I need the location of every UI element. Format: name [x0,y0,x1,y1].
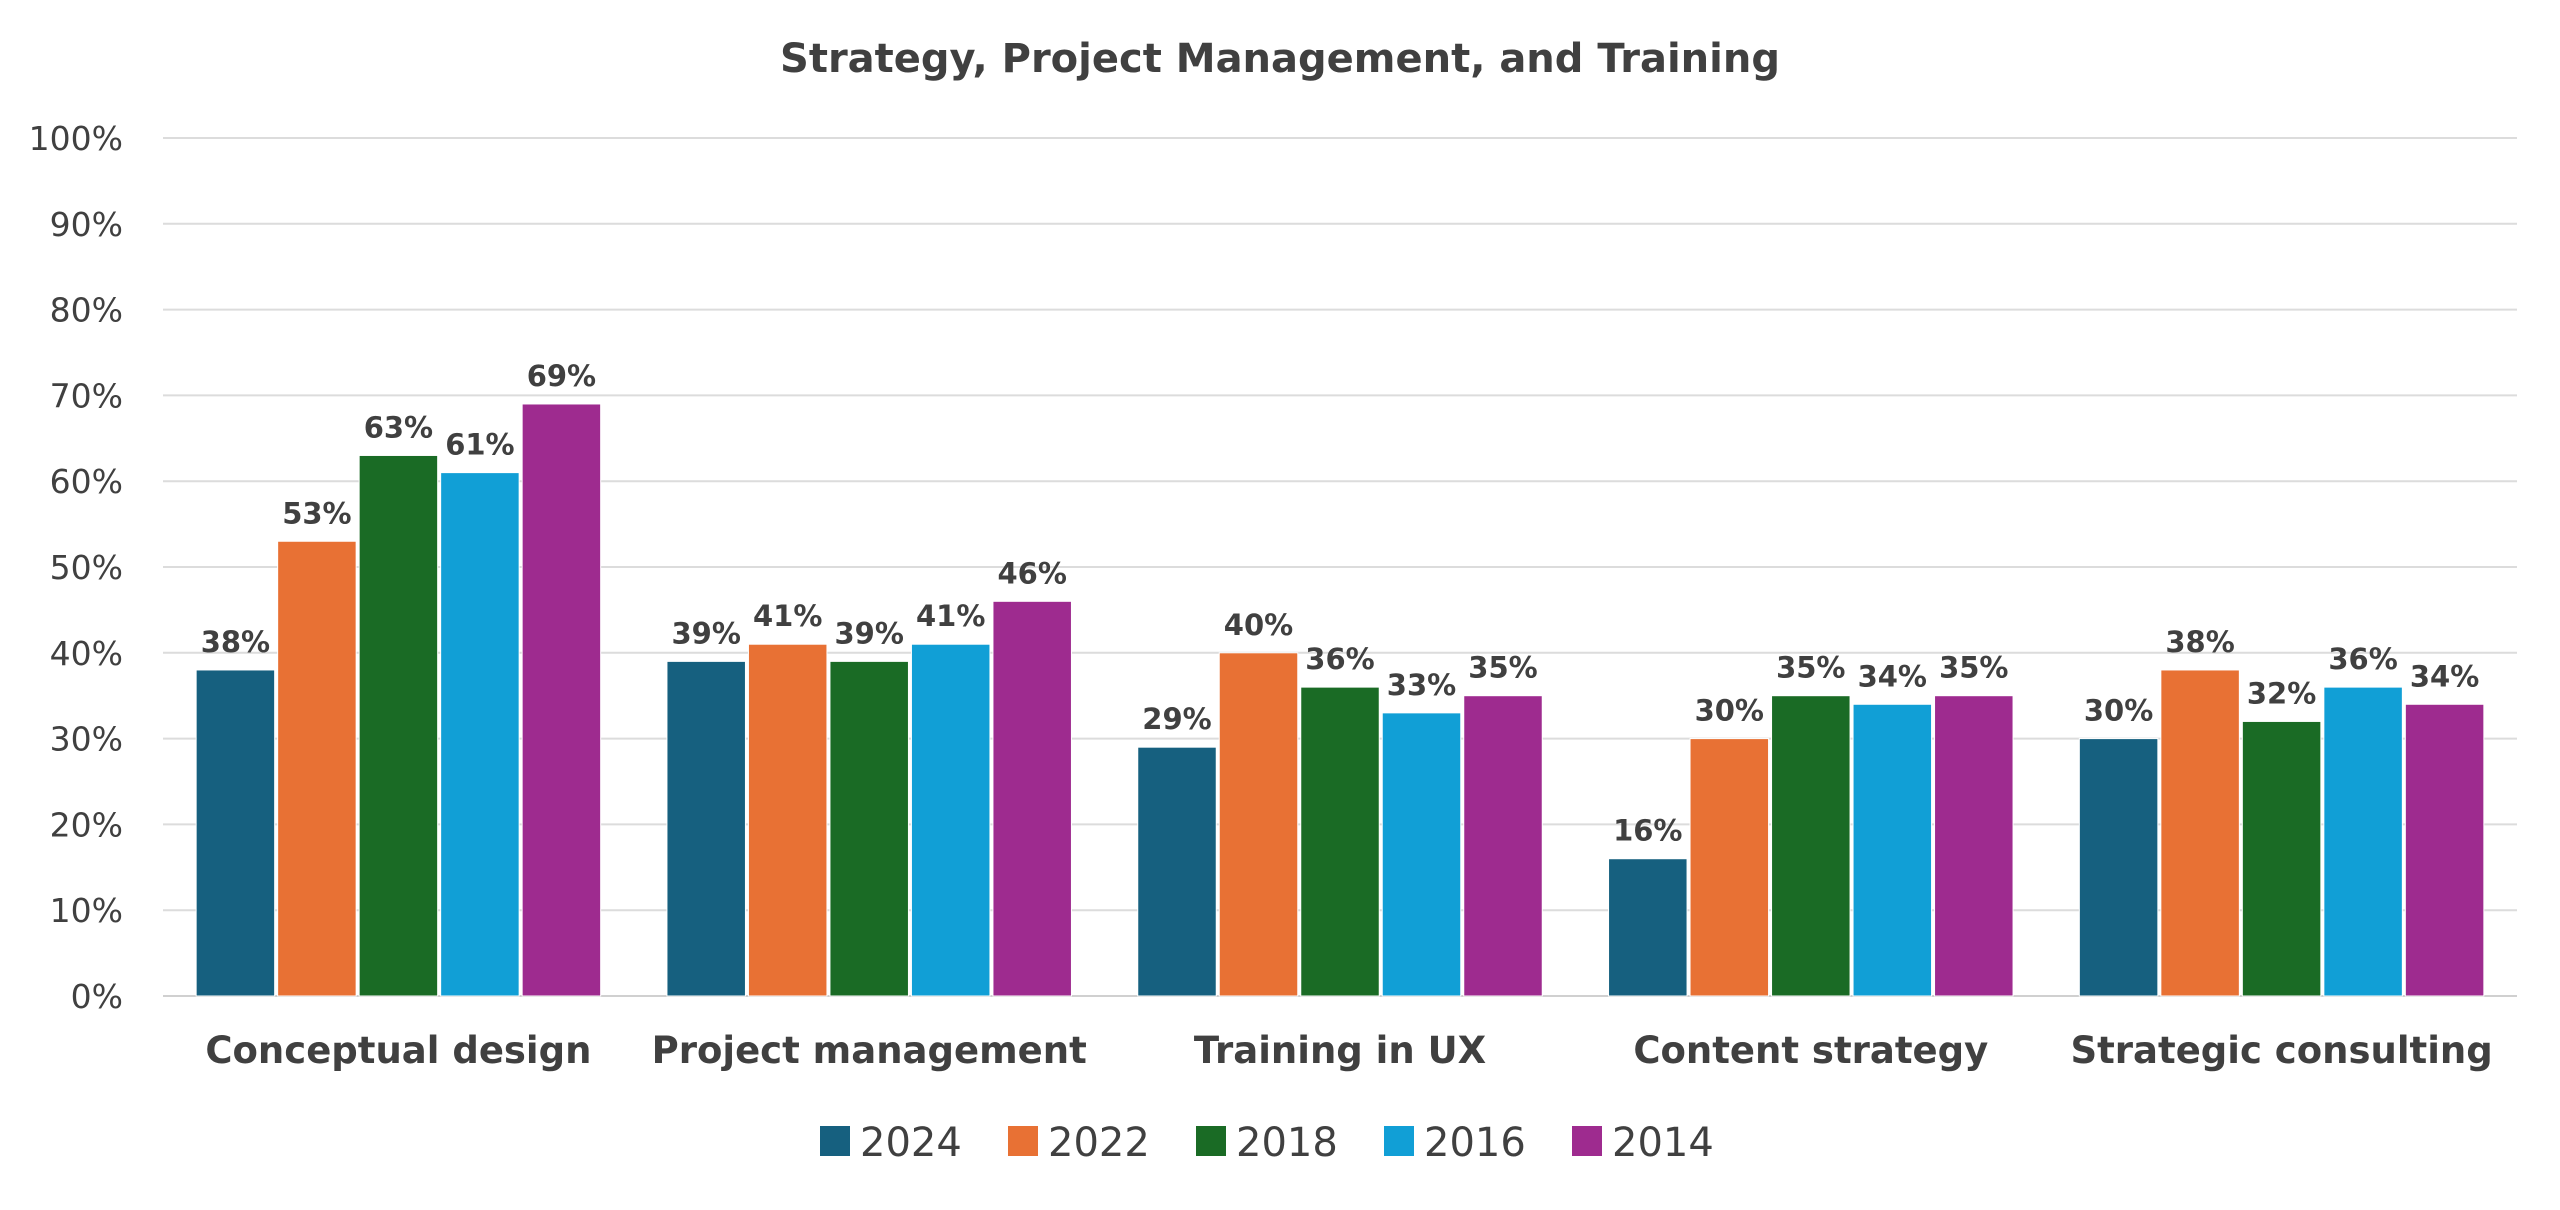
data-label: 35% [1939,651,2008,685]
y-tick-label: 70% [50,376,123,415]
bar-2016 [910,643,991,997]
legend: 2024 2022 2018 2016 2014 [820,1120,1714,1166]
data-label: 41% [916,599,985,633]
data-label: 61% [445,428,514,462]
legend-label: 2018 [1236,1120,1338,1166]
legend-swatch [1008,1126,1038,1156]
bar-2024 [1137,746,1217,997]
data-label: 30% [1695,694,1764,728]
y-tick-label: 40% [50,634,123,673]
data-label: 39% [671,616,740,650]
data-label: 36% [1305,642,1374,676]
bar-2022 [1218,652,1299,997]
data-label: 69% [527,359,596,393]
y-tick-label: 20% [50,805,123,844]
y-axis-ticks: 0% 10% 20% 30% 40% 50% 60% 70% 80% 90% 100% [29,119,123,1016]
data-label: 34% [2410,659,2479,693]
bar-2018 [2241,720,2322,997]
legend-item-2022: 2022 [1008,1120,1150,1166]
legend-item-2018: 2018 [1196,1120,1338,1166]
y-tick-label: 10% [50,891,123,930]
data-label: 63% [364,410,433,444]
y-tick-label: 80% [50,291,123,330]
chart-title: Strategy, Project Management, and Traini… [780,36,1780,82]
bar-2022 [277,540,357,997]
x-tick-label: Project management [652,1029,1087,1072]
bar-2022 [747,643,828,997]
legend-label: 2022 [1048,1120,1150,1166]
bar-2014 [1463,695,1543,997]
legend-swatch [1196,1126,1226,1156]
bar-2014 [2404,703,2485,997]
bar-2018 [1771,695,1851,997]
data-label: 35% [1776,651,1845,685]
y-tick-label: 90% [50,205,123,244]
x-axis-ticks: Conceptual design Project management Train… [205,1029,2492,1072]
data-label: 41% [753,599,822,633]
legend-item-2016: 2016 [1384,1120,1526,1166]
bar-2022 [1689,738,1770,997]
bar-2024 [2078,738,2159,997]
data-label: 30% [2084,694,2153,728]
legend-swatch [820,1126,850,1156]
data-labels: 38% 53% 63% 61% 69% 39% 41% 39% 41% 46% 29% 40% 36% 3… [201,359,2480,848]
y-tick-label: 0% [71,977,123,1016]
bar-2014 [521,403,602,997]
bar-2016 [1852,703,1933,997]
bar-2018 [358,454,439,997]
data-label: 36% [2328,642,2397,676]
legend-label: 2016 [1424,1120,1526,1166]
data-label: 39% [834,616,903,650]
data-label: 46% [997,556,1066,590]
bar-2016 [440,472,520,997]
legend-item-2024: 2024 [820,1120,962,1166]
x-tick-label: Training in UX [1194,1029,1486,1072]
legend-label: 2024 [860,1120,962,1166]
data-label: 34% [1858,659,1927,693]
y-tick-label: 30% [50,720,123,759]
data-label: 38% [201,625,270,659]
y-tick-label: 100% [29,119,123,158]
bar-2014 [1934,695,2014,997]
data-label: 40% [1224,608,1293,642]
bar-2022 [2160,669,2240,997]
data-label: 29% [1142,702,1211,736]
bar-2024 [666,660,746,997]
bar-2024 [1608,858,1688,997]
data-label: 38% [2165,625,2234,659]
legend-swatch [1384,1126,1414,1156]
x-tick-label: Conceptual design [205,1029,591,1072]
data-label: 33% [1387,668,1456,702]
legend-label: 2014 [1612,1120,1714,1166]
bar-2016 [1381,712,1462,997]
y-tick-label: 50% [50,548,123,587]
bars [195,403,2485,997]
data-label: 16% [1613,814,1682,848]
legend-swatch [1572,1126,1602,1156]
bar-2016 [2323,686,2403,997]
bar-2018 [829,660,909,997]
x-tick-label: Content strategy [1633,1029,1988,1072]
bar-2018 [1300,686,1380,997]
legend-item-2014: 2014 [1572,1120,1714,1166]
y-tick-label: 60% [50,462,123,501]
data-label: 53% [282,496,351,530]
x-tick-label: Strategic consulting [2070,1029,2492,1072]
bar-2014 [992,600,1072,997]
data-label: 32% [2247,676,2316,710]
bar-2024 [195,669,276,997]
data-label: 35% [1468,651,1537,685]
